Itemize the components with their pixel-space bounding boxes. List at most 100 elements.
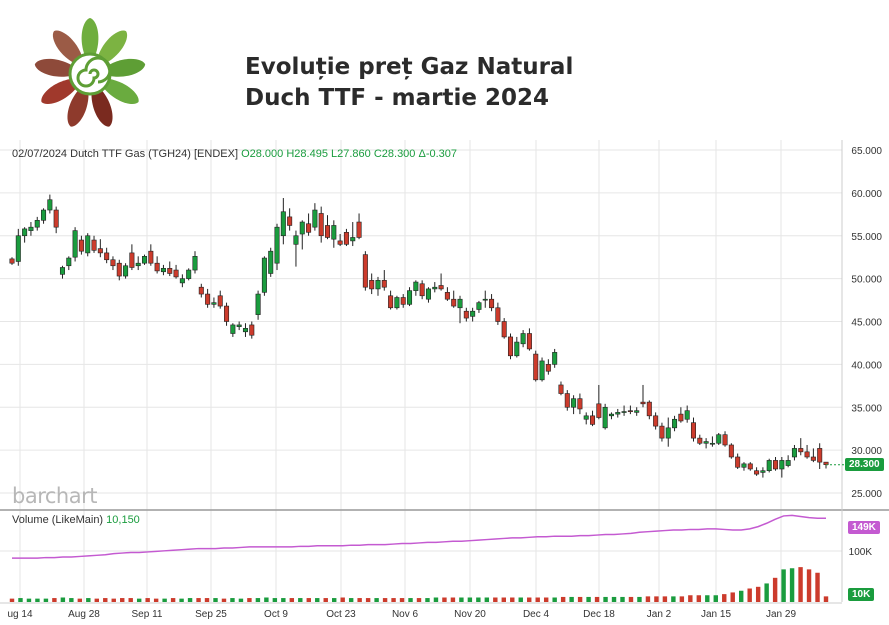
volume-bar [238, 598, 244, 602]
candle-body [817, 448, 823, 463]
candle-body [375, 280, 381, 290]
volume-bar [569, 596, 574, 602]
volume-bar [145, 598, 150, 602]
candle-body [653, 415, 659, 427]
candle-body [476, 302, 482, 310]
candle-body [495, 307, 501, 322]
candle-body [552, 352, 558, 365]
candle-body [255, 293, 261, 315]
x-tick-label: Jan 2 [647, 609, 672, 620]
volume-bar [298, 598, 303, 602]
candle-body [299, 221, 305, 235]
volume-bar [230, 598, 235, 602]
y-tick-label: 40.000 [851, 360, 882, 371]
candle-body [154, 262, 160, 272]
candle-body [634, 410, 640, 413]
candle-body [192, 256, 198, 271]
candle-body [489, 298, 495, 309]
volume-bar [654, 596, 659, 602]
ohlc-low: L27.860 [331, 148, 371, 160]
volume-bar [77, 598, 83, 602]
volume-bar [170, 598, 176, 602]
candle-body [236, 324, 242, 327]
candle-body [343, 232, 349, 245]
volume-bar [823, 596, 829, 602]
spiral-flower-logo [34, 18, 146, 127]
candle-body [148, 250, 154, 264]
candle-body [104, 252, 110, 261]
x-tick-label: Oct 23 [326, 609, 356, 620]
candle-body [407, 290, 413, 305]
volume-bar [577, 596, 583, 602]
candle-body [97, 248, 103, 254]
candle-body [438, 285, 444, 290]
ohlc-change: Δ-0.307 [418, 148, 458, 160]
volume-bar [442, 597, 447, 602]
candle-body [362, 254, 368, 288]
candle-body [78, 239, 84, 252]
y-tick-label: 25.000 [851, 489, 882, 500]
volume-bar [620, 596, 625, 602]
x-tick-label: Dec 4 [523, 609, 550, 620]
volume-ma-line [12, 514, 826, 559]
volume-bar [696, 595, 702, 602]
candle-body [526, 333, 532, 350]
volume-bar [798, 567, 803, 602]
candle-body [22, 228, 28, 237]
candle-body [249, 324, 255, 336]
volume-bar [637, 596, 642, 602]
volume-bar [18, 598, 23, 602]
ohlc-open: O28.000 [241, 148, 284, 160]
volume-bar [255, 598, 261, 602]
candle-body [697, 437, 703, 444]
volume-bar [433, 597, 439, 602]
volume-bar [722, 594, 727, 602]
candle-body [167, 268, 173, 274]
volume-bar [348, 598, 354, 602]
volume-bar [493, 597, 498, 602]
candle-body [615, 412, 621, 415]
candle-body [381, 280, 387, 288]
volume-bar [69, 598, 74, 602]
candle-body [760, 470, 766, 473]
volume-value: 10,150 [106, 514, 140, 526]
candle-body [709, 442, 715, 445]
volume-readout: Volume (LikeMain) 10,150 [12, 514, 140, 526]
volume-bar [611, 596, 617, 602]
candle-body [804, 451, 810, 458]
volume-bar [628, 596, 634, 602]
x-tick-label: Jan 29 [766, 609, 796, 620]
price-chart[interactable]: ug 14 Aug 28 Sep 11 Sep 25 Oct 9 Oct 23 Nov 6 N… [0, 140, 889, 625]
volume-bar [221, 598, 227, 602]
candle-body [413, 281, 419, 291]
volume-bar [688, 595, 693, 602]
candle-body [621, 411, 627, 413]
candle-body [211, 302, 217, 305]
candle-body [419, 283, 425, 297]
volume-bar [484, 597, 490, 602]
volume-tick-label: 100K [849, 547, 873, 558]
candle-body [590, 415, 596, 425]
x-tick-label: Dec 18 [583, 609, 615, 620]
x-tick-label: Sep 25 [195, 609, 227, 620]
volume-bar [755, 586, 761, 602]
candle-body [470, 310, 476, 317]
y-tick-label: 65.000 [851, 146, 882, 157]
x-tick-label: Sep 11 [132, 609, 163, 620]
candle-body [659, 425, 665, 439]
candle-body [53, 209, 59, 228]
candle-body [716, 434, 722, 444]
candle-body [28, 226, 34, 231]
candle-body [324, 225, 331, 238]
candle-body [646, 401, 652, 417]
volume-bar [281, 598, 286, 602]
volume-bar [764, 583, 769, 602]
volume-bar [120, 598, 125, 602]
volume-bar [162, 598, 167, 602]
candle-body [394, 297, 400, 309]
candle-body [224, 305, 230, 322]
candle-body [85, 235, 91, 254]
volume-bar [467, 597, 473, 602]
candle-body [198, 286, 204, 295]
ohlc-instrument: Dutch TTF Gas (TGH24) [ENDEX] [70, 148, 239, 160]
